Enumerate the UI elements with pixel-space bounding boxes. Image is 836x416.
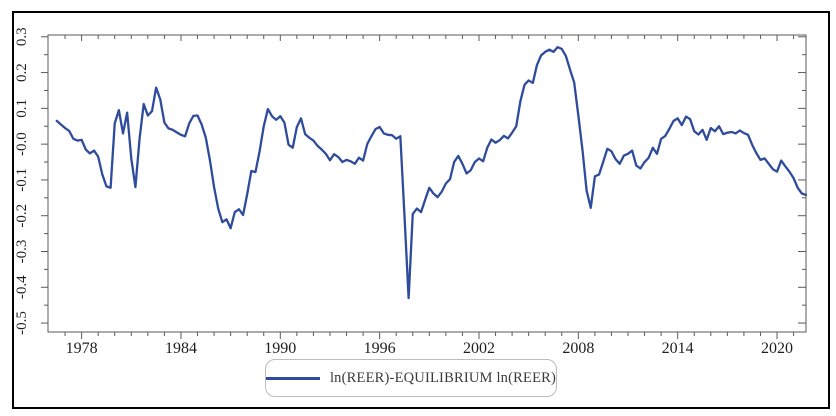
legend: ln(REER)-EQUILIBRIUM ln(REER) xyxy=(265,359,557,397)
x-tick-label: 1996 xyxy=(364,340,396,357)
y-tick-label: -0.5 xyxy=(14,311,30,335)
x-tick-label: 2002 xyxy=(463,340,495,357)
series-line xyxy=(55,46,808,300)
y-tick-label: -0.4 xyxy=(14,275,30,299)
legend-line-swatch xyxy=(265,376,320,380)
x-tick-label: 2020 xyxy=(761,340,793,357)
x-tick-label: 1990 xyxy=(264,340,296,357)
x-tick-label: 2014 xyxy=(662,340,694,357)
x-tick-label: 1978 xyxy=(66,340,98,357)
x-tick-label: 1984 xyxy=(165,340,197,357)
y-tick-label: 0.1 xyxy=(14,99,30,118)
axis-ticks xyxy=(41,35,806,339)
legend-label: ln(REER)-EQUILIBRIUM ln(REER) xyxy=(329,369,557,386)
y-tick-label: -0.1 xyxy=(14,168,30,192)
y-tick-label: 0.3 xyxy=(14,27,30,46)
y-tick-label: -0.0 xyxy=(14,132,30,156)
y-tick-label: 0.2 xyxy=(14,63,30,82)
axis-labels: 0.3 0.2 0.1 -0.0 -0.1 -0.2 -0.3 -0.4 -0.5 1978 198… xyxy=(14,27,793,357)
plot-box xyxy=(47,34,807,333)
y-tick-label: -0.3 xyxy=(14,240,30,264)
x-tick-label: 2008 xyxy=(562,340,594,357)
y-tick-label: -0.2 xyxy=(14,204,30,228)
